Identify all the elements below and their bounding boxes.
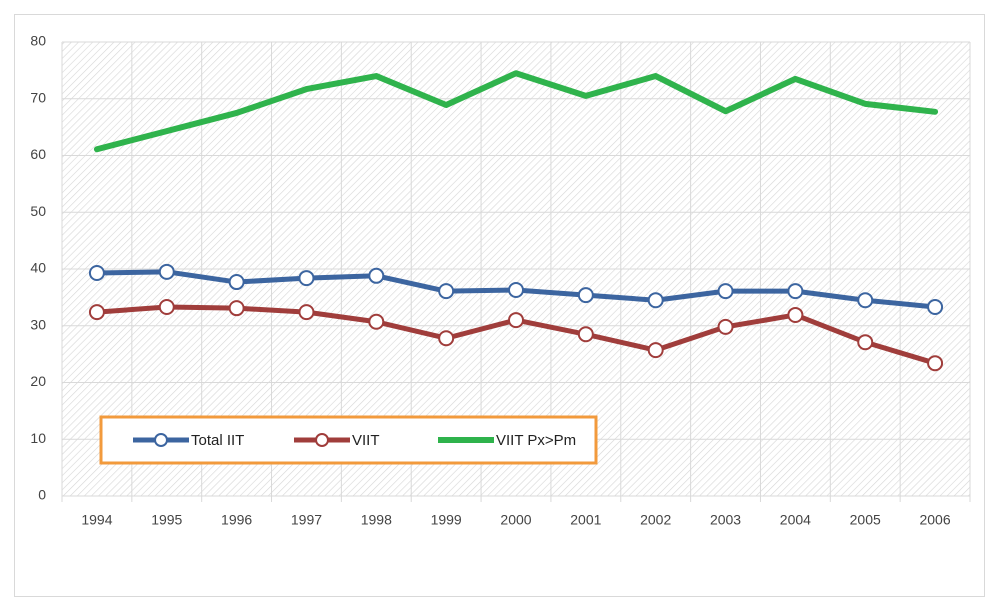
marker xyxy=(298,304,315,321)
marker xyxy=(508,312,524,329)
marker xyxy=(717,318,734,335)
marker xyxy=(787,283,804,300)
legend: Total IIT VIIT VIIT Px>Pm xyxy=(133,432,576,449)
marker xyxy=(438,330,455,347)
marker xyxy=(88,304,105,321)
x-tick-label: 2005 xyxy=(850,512,881,528)
x-tick-label: 1996 xyxy=(221,512,252,528)
y-tick-label: 20 xyxy=(30,373,46,389)
x-tick-label: 1998 xyxy=(361,512,392,528)
y-tick-label: 40 xyxy=(30,260,46,276)
series-line xyxy=(93,70,939,153)
marker xyxy=(577,326,594,343)
marker xyxy=(787,306,804,323)
y-tick-label: 0 xyxy=(38,487,46,503)
marker xyxy=(857,292,874,309)
x-tick-label: 2001 xyxy=(570,512,601,528)
legend-label: VIIT xyxy=(352,432,380,449)
marker xyxy=(647,342,664,359)
legend-marker xyxy=(154,433,168,447)
marker xyxy=(927,355,944,372)
x-tick-label: 1999 xyxy=(431,512,462,528)
y-tick-label: 80 xyxy=(30,33,46,49)
y-tick-label: 60 xyxy=(30,146,46,162)
y-tick-label: 70 xyxy=(30,89,46,105)
marker xyxy=(368,313,385,330)
x-tick-label: 1995 xyxy=(151,512,182,528)
marker xyxy=(577,287,594,304)
marker xyxy=(508,281,524,298)
x-tick-label: 2003 xyxy=(710,512,741,528)
legend-label: Total IIT xyxy=(191,432,244,449)
marker xyxy=(368,267,385,284)
marker xyxy=(158,263,175,280)
marker xyxy=(857,334,874,351)
y-tick-label: 50 xyxy=(30,203,46,219)
legend-marker xyxy=(315,433,329,447)
x-tick-label: 1997 xyxy=(291,512,322,528)
marker xyxy=(717,283,734,300)
x-tick-label: 2006 xyxy=(919,512,950,528)
marker xyxy=(438,283,455,300)
legend-label: VIIT Px>Pm xyxy=(496,432,576,449)
marker xyxy=(298,270,315,287)
marker xyxy=(647,292,664,309)
marker xyxy=(88,264,105,281)
marker xyxy=(228,300,245,317)
x-tick-label: 2000 xyxy=(500,512,531,528)
lines xyxy=(88,70,944,372)
marker xyxy=(158,299,175,316)
x-tick-label: 1994 xyxy=(81,512,112,528)
marker xyxy=(927,299,944,316)
y-tick-label: 10 xyxy=(30,430,46,446)
y-tick-label: 30 xyxy=(30,316,46,332)
marker xyxy=(228,274,245,291)
x-tick-label: 2002 xyxy=(640,512,671,528)
x-tick-label: 2004 xyxy=(780,512,811,528)
